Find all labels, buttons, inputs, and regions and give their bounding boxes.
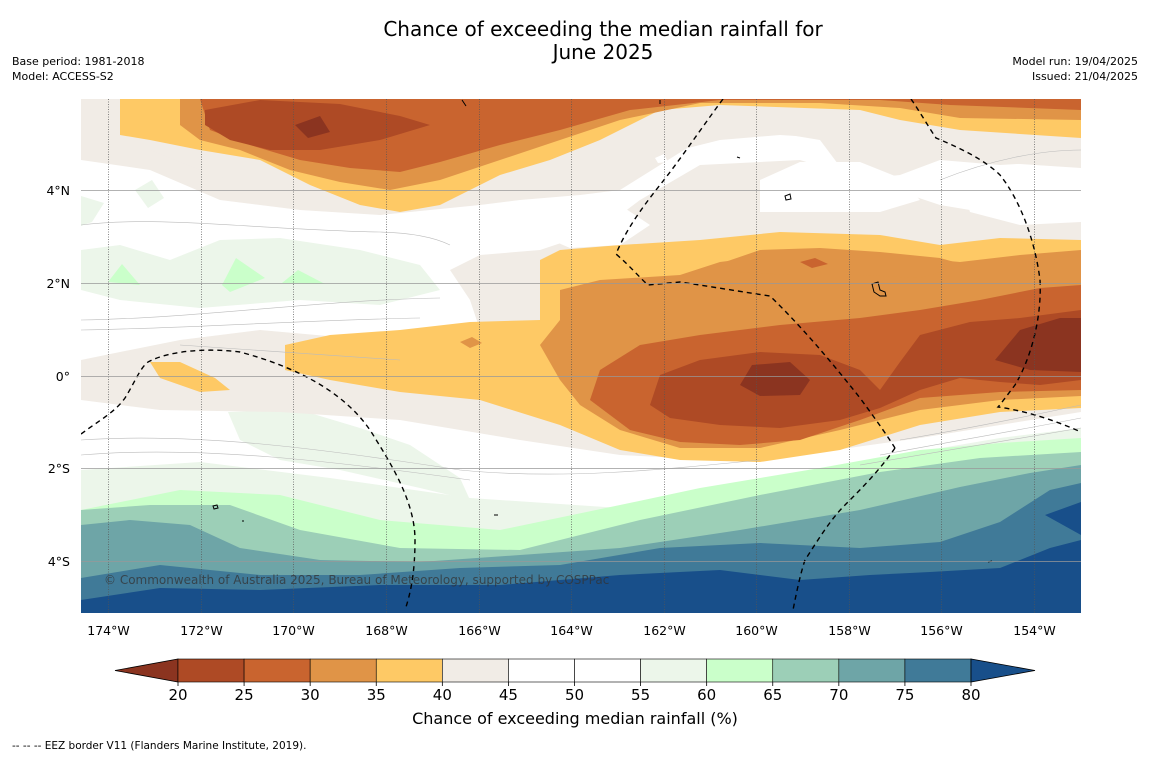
eez-line-central-south (792, 447, 896, 611)
lon-label: 154°W (1013, 623, 1055, 638)
colorbar-swatch (772, 658, 840, 683)
eez-line-east (910, 99, 1081, 433)
longitude-labels: 174°W 172°W 170°W 168°W 166°W 164°W 162°… (87, 623, 1055, 638)
band-85 (81, 540, 1081, 613)
lat-label: 4°S (48, 554, 70, 569)
colorbar-swatch (508, 658, 575, 683)
colorbar-swatch (442, 658, 509, 683)
patch-50-north (760, 162, 920, 212)
lat-label: 0° (56, 369, 70, 384)
colorbar-extend-high (970, 658, 1036, 683)
colorbar-swatch (177, 658, 245, 683)
band-20-east (995, 318, 1081, 372)
colorbar-swatch (706, 658, 774, 683)
colorbar-swatch (375, 658, 443, 683)
colorbar-swatch (640, 658, 707, 683)
colorbar-tick-label: 20 (168, 686, 187, 704)
latitude-labels: 4°N 2°N 0° 2°S 4°S (46, 183, 70, 569)
colorbar-tick-label: 55 (631, 686, 650, 704)
colorbar-tick-label: 70 (829, 686, 848, 704)
band-20-north (295, 116, 330, 138)
colorbar-swatch (904, 658, 972, 683)
patch-60-south (228, 410, 470, 500)
colorbar: 20 25 30 35 40 45 50 55 60 65 70 75 80 (114, 658, 1036, 704)
map-title: Chance of exceeding the median rainfall … (0, 18, 1150, 64)
base-period: Base period: 1981-2018 (12, 55, 145, 68)
meta-right: Model run: 19/04/2025 Issued: 21/04/2025 (1012, 54, 1138, 84)
colorbar-tick-label: 60 (697, 686, 716, 704)
lon-label: 162°W (643, 623, 685, 638)
copyright-notice: © Commonwealth of Australia 2025, Bureau… (104, 573, 609, 587)
colorbar-tick-label: 35 (367, 686, 386, 704)
lon-label: 168°W (365, 623, 407, 638)
patch-60-b (81, 196, 104, 226)
lon-label: 166°W (458, 623, 500, 638)
lon-label: 158°W (828, 623, 870, 638)
band-40-west (150, 362, 230, 392)
colorbar-swatch (574, 658, 641, 683)
model-run: Model run: 19/04/2025 (1012, 55, 1138, 68)
lon-label: 164°W (550, 623, 592, 638)
patch-65-a (108, 264, 140, 285)
lat-label: 2°N (46, 276, 70, 291)
eez-line-west (81, 349, 416, 611)
band-35-small (460, 337, 482, 348)
colorbar-tick-label: 25 (235, 686, 254, 704)
model-name: Model: ACCESS-S2 (12, 70, 114, 83)
colorbar-swatch (243, 658, 311, 683)
colorbar-label: Chance of exceeding median rainfall (%) (412, 709, 738, 728)
colorbar-extend-low (114, 658, 179, 683)
colorbar-tick-label: 30 (301, 686, 320, 704)
title-line-1: Chance of exceeding the median rainfall … (383, 17, 823, 41)
lon-label: 160°W (735, 623, 777, 638)
band-30-north-east (800, 258, 828, 268)
patch-60-west (81, 238, 440, 308)
meta-left: Base period: 1981-2018 Model: ACCESS-S2 (12, 54, 144, 84)
lon-label: 170°W (272, 623, 314, 638)
patch-50-ne (960, 175, 1081, 225)
lat-label: 2°S (48, 461, 70, 476)
lat-label: 4°N (46, 183, 70, 198)
patch-65-c (282, 270, 325, 284)
probability-field: © Commonwealth of Australia 2025, Bureau… (81, 99, 1081, 613)
patch-60-c (135, 180, 164, 208)
title-line-2: June 2025 (552, 40, 654, 64)
patch-50-north-2 (540, 198, 650, 248)
colorbar-swatch (838, 658, 906, 683)
colorbar-tick-label: 50 (565, 686, 584, 704)
colorbar-tick-label: 40 (433, 686, 452, 704)
colorbar-tick-label: 75 (895, 686, 914, 704)
band-35-north-east (725, 248, 965, 278)
eez-line-central-north (615, 99, 896, 449)
band-20-central (740, 362, 810, 396)
eez-footnote: -- -- -- EEZ border V11 (Flanders Marine… (12, 740, 307, 752)
band-85-east (1045, 502, 1081, 535)
lon-label: 174°W (87, 623, 129, 638)
colorbar-tick-label: 80 (961, 686, 980, 704)
lon-label: 172°W (180, 623, 222, 638)
colorbar-swatch (309, 658, 377, 683)
colorbar-tick-label: 45 (499, 686, 518, 704)
band-25-central (650, 310, 1081, 428)
lon-label: 156°W (920, 623, 962, 638)
issued-date: Issued: 21/04/2025 (1031, 70, 1138, 83)
band-30-north (200, 99, 1081, 172)
patch-50-small (655, 154, 668, 163)
colorbar-tick-label: 65 (763, 686, 782, 704)
